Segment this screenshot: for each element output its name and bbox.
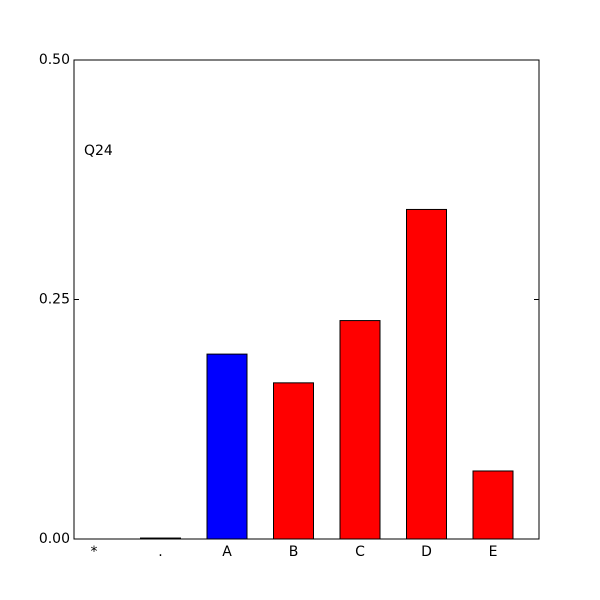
bar bbox=[472, 470, 514, 540]
x-tick-label: . bbox=[158, 544, 162, 560]
x-tick-label: E bbox=[489, 544, 498, 560]
y-tick-label: 0.00 bbox=[39, 531, 70, 547]
x-tick-label: * bbox=[91, 544, 98, 560]
bar bbox=[406, 208, 447, 540]
x-tick-label: D bbox=[421, 544, 432, 560]
x-tick-label: B bbox=[289, 544, 299, 560]
bar bbox=[339, 320, 381, 540]
annotation: Q24 bbox=[84, 143, 113, 159]
x-tick-label: A bbox=[222, 544, 232, 560]
x-tick-label: C bbox=[355, 544, 365, 560]
bar bbox=[273, 382, 314, 540]
y-tick-label: 0.50 bbox=[39, 52, 70, 68]
bar bbox=[206, 353, 248, 540]
y-tick-label: 0.25 bbox=[39, 292, 70, 308]
plot-frame bbox=[73, 59, 540, 540]
